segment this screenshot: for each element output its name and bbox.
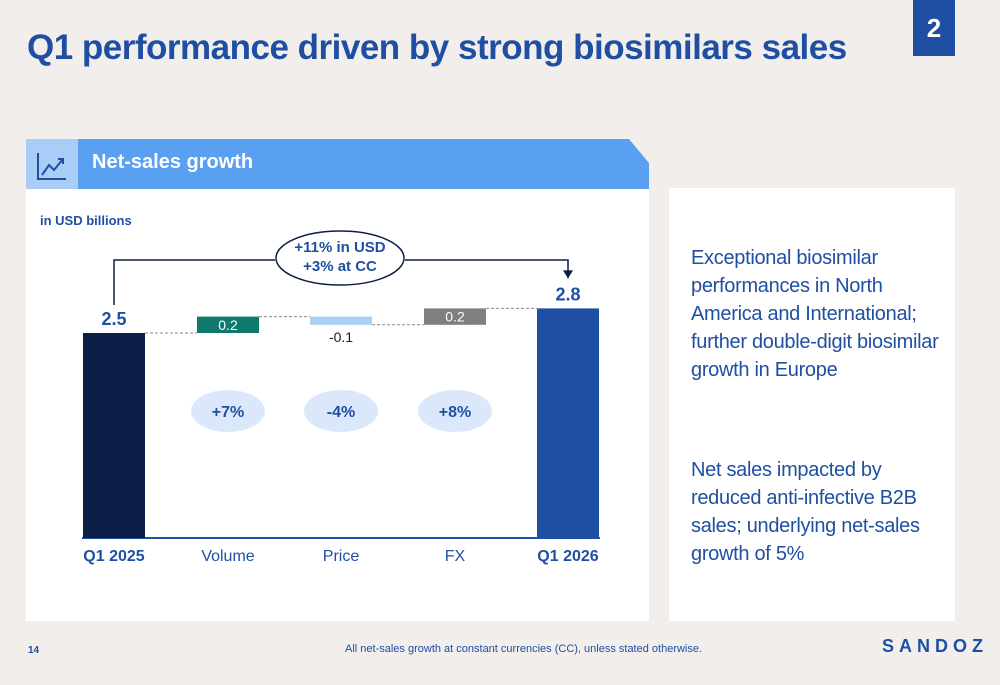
value-label: -0.1 bbox=[329, 329, 353, 345]
growth-pill-label: +7% bbox=[212, 404, 244, 421]
value-label: 2.5 bbox=[101, 309, 126, 329]
commentary-panel bbox=[669, 188, 955, 621]
bridge-annotation-bubble bbox=[275, 230, 405, 286]
chart-header bbox=[26, 139, 649, 189]
x-tick-label: FX bbox=[445, 548, 466, 565]
page-title: Q1 performance driven by strong biosimil… bbox=[27, 28, 847, 67]
growth-pill-label: +8% bbox=[439, 404, 471, 421]
bar-fx bbox=[424, 308, 486, 325]
unit-label: in USD billions bbox=[40, 213, 132, 228]
trend-chart-icon bbox=[37, 153, 66, 180]
sandoz-logo: SANDOZ bbox=[882, 636, 988, 656]
value-label: 0.2 bbox=[445, 309, 465, 325]
bridge-annotation-text: +11% in USD bbox=[294, 239, 385, 256]
commentary-text-1: Exceptional biosimilar performances in N… bbox=[691, 247, 939, 381]
bar-q1-2025 bbox=[83, 333, 145, 538]
growth-pill bbox=[191, 390, 265, 432]
bar-price bbox=[310, 316, 372, 325]
x-tick-label: Q1 2026 bbox=[537, 548, 598, 565]
value-label: 0.2 bbox=[218, 317, 238, 333]
growth-pill bbox=[304, 390, 378, 432]
x-tick-label: Q1 2025 bbox=[83, 548, 144, 565]
bar-volume bbox=[197, 316, 259, 333]
x-tick-label: Volume bbox=[201, 548, 254, 565]
chart-header-title: Net-sales growth bbox=[92, 151, 254, 173]
growth-pill-label: -4% bbox=[327, 404, 355, 421]
page-badge: 2 bbox=[913, 0, 955, 56]
bridge-line-left bbox=[113, 259, 275, 305]
bridge-line-right bbox=[405, 259, 569, 279]
footnote: All net-sales growth at constant currenc… bbox=[345, 643, 703, 655]
bar-q1-2026 bbox=[537, 308, 599, 538]
page-number: 14 bbox=[28, 645, 40, 656]
commentary-text-2: Net sales impacted by reduced anti-infec… bbox=[691, 459, 920, 565]
bridge-annotation-text: +3% at CC bbox=[303, 258, 377, 275]
value-label: 2.8 bbox=[555, 284, 580, 304]
growth-pill bbox=[418, 390, 492, 432]
x-tick-label: Price bbox=[323, 548, 360, 565]
bridge-arrowhead bbox=[563, 270, 573, 279]
